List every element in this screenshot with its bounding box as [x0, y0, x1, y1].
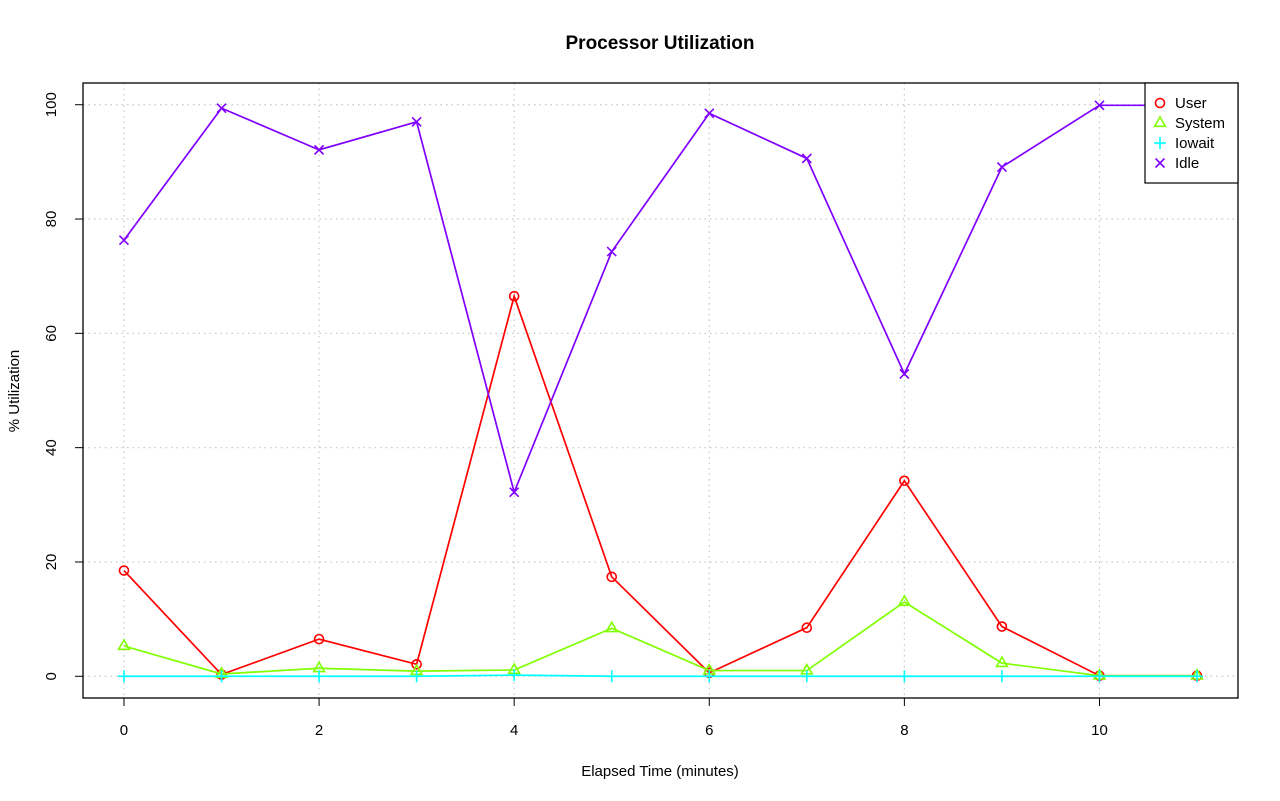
legend-label-user: User — [1175, 95, 1207, 112]
x-tick-label: 10 — [1091, 722, 1108, 739]
system-point — [995, 655, 1009, 668]
iowait-point — [117, 670, 130, 683]
y-axis-label: % Utilization — [6, 350, 23, 433]
idle-point — [606, 246, 617, 257]
iowait-point — [215, 670, 228, 683]
y-tick-label: 60 — [43, 325, 60, 342]
system-series — [117, 594, 1204, 680]
iowait-point — [410, 670, 423, 683]
series-group — [117, 100, 1204, 683]
user-point — [313, 633, 325, 645]
y-tick-label: 40 — [43, 439, 60, 456]
user-line — [123, 293, 1198, 677]
legend-marker-iowait — [1154, 137, 1166, 149]
legend-marker-idle — [1154, 157, 1166, 169]
iowait-point — [1093, 670, 1106, 683]
user-point — [996, 621, 1008, 632]
iowait-line — [123, 674, 1198, 678]
legend-marker-system — [1153, 115, 1167, 128]
legend-label-iowait: Iowait — [1175, 135, 1215, 152]
idle-point — [411, 116, 422, 127]
iowait-point — [898, 670, 911, 683]
x-tick-label: 4 — [510, 722, 518, 739]
user-point — [801, 622, 813, 633]
idle-point — [704, 108, 715, 119]
system-point — [604, 620, 619, 633]
idle-series — [118, 100, 1203, 498]
system-line — [123, 600, 1198, 677]
idle-point — [801, 153, 812, 164]
x-axis-label: Elapsed Time (minutes) — [581, 763, 739, 780]
idle-point — [996, 161, 1007, 173]
system-point — [897, 594, 912, 607]
user-point — [118, 565, 130, 576]
user-point — [508, 290, 520, 302]
user-series — [118, 290, 1203, 682]
user-point — [411, 658, 422, 670]
user-point — [899, 475, 910, 487]
legend-box — [1144, 82, 1239, 184]
x-tick-label: 0 — [120, 722, 128, 739]
idle-line — [123, 104, 1198, 495]
idle-point — [314, 144, 325, 155]
idle-point — [216, 103, 227, 114]
legend: User System Iowait Idle — [1144, 82, 1239, 184]
y-tick-label: 80 — [43, 211, 60, 228]
idle-point — [509, 487, 520, 498]
user-point — [606, 571, 618, 583]
legend-label-idle: Idle — [1175, 155, 1199, 172]
iowait-point — [995, 670, 1008, 683]
x-tick-label: 6 — [705, 722, 713, 739]
y-tick-label: 100 — [43, 92, 60, 117]
idle-point — [899, 368, 910, 379]
x-tick-label: 8 — [900, 722, 908, 739]
iowait-point — [1191, 670, 1204, 683]
system-point — [117, 638, 131, 651]
iowait-point — [605, 670, 618, 683]
idle-point — [118, 235, 130, 246]
iowait-series — [117, 669, 1204, 683]
x-tick-label: 2 — [315, 722, 323, 739]
y-tick-label: 0 — [43, 672, 60, 680]
legend-label-system: System — [1175, 115, 1225, 132]
iowait-point — [703, 670, 716, 683]
plot-frame — [82, 82, 1239, 699]
iowait-point — [313, 670, 326, 683]
chart-title: Processor Utilization — [566, 33, 755, 54]
grid — [83, 83, 1238, 698]
iowait-point — [800, 670, 813, 683]
legend-marker-user — [1154, 97, 1166, 109]
y-tick-label: 20 — [43, 554, 60, 571]
idle-point — [1094, 100, 1105, 111]
iowait-point — [508, 669, 521, 682]
